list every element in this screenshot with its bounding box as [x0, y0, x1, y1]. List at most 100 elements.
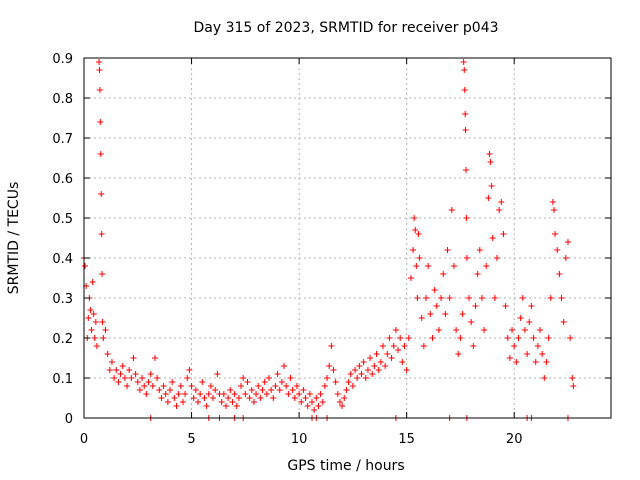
data-point [121, 375, 128, 381]
data-point [324, 375, 331, 381]
data-point [100, 335, 107, 341]
data-point [164, 399, 171, 405]
x-tick-label: 20 [506, 432, 523, 447]
data-point [175, 391, 182, 397]
data-point [461, 87, 468, 93]
data-point [420, 343, 427, 349]
data-point [332, 379, 339, 385]
data-point [463, 255, 470, 261]
data-point [104, 351, 111, 357]
data-point [160, 383, 167, 389]
data-point [225, 395, 232, 401]
data-point [255, 383, 262, 389]
data-point [119, 363, 126, 369]
data-point [98, 231, 105, 237]
data-point [89, 279, 96, 285]
data-point [362, 375, 369, 381]
data-point [96, 87, 103, 93]
data-point [377, 359, 384, 365]
data-point [111, 375, 118, 381]
data-point [401, 343, 408, 349]
data-point [306, 391, 313, 397]
data-point [455, 351, 462, 357]
data-point [511, 343, 518, 349]
y-tick-label: 0.9 [52, 52, 73, 67]
data-point [214, 371, 221, 377]
data-point [287, 375, 294, 381]
data-point [205, 391, 212, 397]
data-point [459, 311, 466, 317]
data-point [326, 363, 333, 369]
y-tick-label: 0.4 [52, 252, 73, 267]
data-point [519, 295, 526, 301]
data-point [304, 403, 311, 409]
data-point [173, 403, 180, 409]
data-point [130, 355, 137, 361]
data-markers [81, 59, 577, 421]
data-point [210, 395, 217, 401]
data-point [212, 387, 219, 393]
data-point [321, 383, 328, 389]
data-point [403, 367, 410, 373]
data-point [334, 391, 341, 397]
data-point [203, 403, 210, 409]
chart-title: Day 315 of 2023, SRMTID for receiver p04… [193, 20, 498, 36]
data-point [229, 399, 236, 405]
data-point [218, 399, 225, 405]
data-point [509, 327, 516, 333]
data-point [115, 379, 122, 385]
data-point [257, 395, 264, 401]
data-point [397, 335, 404, 341]
data-point [356, 363, 363, 369]
data-point [429, 335, 436, 341]
data-point [96, 67, 103, 73]
data-point [371, 363, 378, 369]
data-point [367, 355, 374, 361]
data-point [418, 315, 425, 321]
data-point [506, 355, 513, 361]
data-point [486, 151, 493, 157]
data-point [154, 375, 161, 381]
data-point [235, 395, 242, 401]
data-point [521, 327, 528, 333]
data-point [201, 395, 208, 401]
data-point [283, 383, 290, 389]
data-point [145, 379, 152, 385]
y-tick-label: 0.5 [52, 212, 73, 227]
plot-frame [83, 57, 612, 419]
data-point [411, 215, 418, 221]
data-point [384, 351, 391, 357]
data-point [139, 375, 146, 381]
data-point [515, 335, 522, 341]
data-point [390, 343, 397, 349]
data-point [339, 403, 346, 409]
data-point [485, 195, 492, 201]
data-point [364, 367, 371, 373]
data-point [427, 311, 434, 317]
data-point [272, 383, 279, 389]
data-point [373, 351, 380, 357]
x-tick-label: 5 [187, 432, 195, 447]
data-point [240, 375, 247, 381]
data-point [425, 263, 432, 269]
data-point [530, 335, 537, 341]
data-point [504, 335, 511, 341]
data-point [106, 367, 113, 373]
data-point [438, 295, 445, 301]
data-point [336, 399, 343, 405]
data-point [227, 387, 234, 393]
data-point [435, 327, 442, 333]
data-point [169, 379, 176, 385]
data-point [276, 387, 283, 393]
data-point [263, 391, 270, 397]
data-point [433, 303, 440, 309]
data-point [291, 395, 298, 401]
data-point [488, 183, 495, 189]
data-point [543, 359, 550, 365]
data-point [261, 379, 268, 385]
data-point [405, 335, 412, 341]
data-point [244, 379, 251, 385]
data-point [487, 159, 494, 165]
data-point [274, 371, 281, 377]
data-point [526, 319, 533, 325]
